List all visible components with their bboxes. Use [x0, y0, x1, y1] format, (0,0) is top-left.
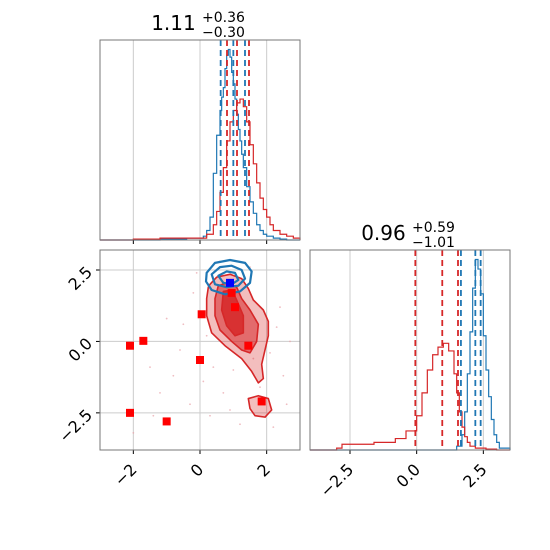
scatter-2d-sample-point-28	[229, 409, 231, 411]
scatter-2d-marker-5	[197, 310, 206, 319]
scatter-2d-marker-9	[257, 397, 266, 406]
hist-param-2-title-value: 0.96	[361, 221, 406, 245]
scatter-2d-sample-point-29	[152, 414, 155, 417]
hist-param-1-series-1	[100, 98, 301, 241]
scatter-2d-panel: −2 0 2 −2.5 0.0 2.5	[55, 249, 301, 490]
scatter-2d-contour-island	[247, 394, 273, 418]
scatter-2d-ytick-label-0: −2.5	[55, 405, 96, 446]
scatter-2d-sample-point-15	[259, 386, 261, 389]
hist-param-1-frame	[99, 39, 301, 241]
scatter-2d-sample-point-5	[189, 403, 191, 406]
scatter-2d-xtick-label-2: 2	[253, 460, 274, 481]
scatter-2d-xtick-label-1: 0	[187, 460, 208, 481]
scatter-2d-marker-6	[231, 303, 239, 312]
hist-param-1-ticks	[132, 240, 268, 244]
scatter-2d-contour-blue-inner	[217, 270, 240, 286]
scatter-2d-marker-10	[226, 278, 234, 287]
scatter-2d-marker-3	[162, 417, 171, 426]
scatter-2d-sample-point-24	[205, 334, 208, 337]
hist-param-1-title: 1.11 +0.36 −0.30	[151, 7, 250, 41]
scatter-2d-sample-point-17	[275, 326, 278, 329]
scatter-2d-sample-point-2	[159, 391, 161, 394]
hist-param-2-frame	[309, 249, 511, 451]
scatter-2d-sample-point-16	[269, 351, 271, 354]
scatter-2d-contour-blue-outer	[204, 258, 253, 296]
scatter-2d-sample-point-6	[192, 291, 195, 294]
scatter-2d-marker-2	[126, 408, 134, 417]
scatter-2d-sample-point-14	[252, 357, 255, 360]
scatter-2d-ytick-label-1: 0.0	[65, 334, 96, 365]
scatter-2d-sample-point-9	[212, 366, 215, 369]
hist-param-1-series-0	[100, 48, 300, 241]
scatter-2d-sample-point-20	[285, 403, 288, 406]
hist-param-1-quantile-lines	[219, 40, 250, 240]
scatter-2d-marker-4	[196, 356, 204, 364]
scatter-2d-sample-point-13	[239, 423, 241, 426]
scatter-2d-marker-1	[139, 336, 148, 345]
hist-param-1-title-value: 1.11	[151, 11, 196, 35]
scatter-2d-sample-point-0	[132, 431, 135, 434]
scatter-2d-sample-point-27	[289, 340, 291, 343]
scatter-2d-sample-point-18	[279, 306, 281, 309]
hist-param-1-title-sub: −0.30	[202, 25, 245, 41]
hist-param-2-title-sub: −1.01	[412, 235, 455, 251]
scatter-2d-contours	[204, 258, 273, 418]
scatter-2d-sample-point-8	[209, 414, 211, 417]
scatter-2d-ytick-label-2: 2.5	[65, 263, 96, 294]
hist-param-2-title: 0.96 +0.59 −1.01	[361, 217, 460, 251]
scatter-2d-grid	[100, 250, 300, 450]
scatter-2d-marker-0	[126, 341, 134, 350]
hist-param-2-series-1	[310, 342, 510, 451]
scatter-2d-xtick-label-0: −2	[111, 460, 141, 490]
scatter-2d-sample-point-23	[195, 271, 198, 274]
scatter-2d-sample-point-26	[165, 317, 168, 320]
scatter-2d-sample-point-19	[282, 374, 285, 377]
scatter-2d-marker-7	[227, 288, 236, 297]
scatter-2d-sample-point-3	[172, 374, 175, 377]
scatter-2d-sample-point-1	[149, 366, 151, 369]
scatter-2d-sample-point-11	[222, 391, 225, 394]
hist-param-2-quantile-lines	[414, 250, 482, 450]
scatter-2d-sample-point-4	[182, 323, 185, 326]
scatter-2d-sample-point-25	[179, 349, 181, 351]
scatter-2d-marker-8	[244, 341, 253, 350]
scatter-2d-sample-point-12	[232, 369, 235, 371]
hist-param-1-title-sup: +0.36	[202, 10, 245, 26]
hist-param-2-series	[310, 258, 511, 451]
hist-param-2-xtick-label-1: 0.0	[393, 460, 424, 491]
hist-param-1-grid	[132, 40, 268, 240]
scatter-2d-sample-point-7	[202, 380, 205, 383]
hist-param-1-series	[100, 48, 301, 241]
hist-param-2-ticks: −2.5 0.0 2.5	[316, 450, 491, 501]
hist-param-2-xtick-label-0: −2.5	[316, 460, 357, 501]
hist-param-1-panel: 1.11 +0.36 −0.30	[99, 7, 301, 244]
scatter-2d-contour-blue-mid	[210, 264, 247, 289]
scatter-2d-content	[126, 258, 291, 434]
scatter-2d-markers	[126, 278, 266, 426]
scatter-2d-frame	[99, 249, 301, 451]
scatter-2d-sample-point-21	[272, 426, 275, 429]
hist-param-2-panel: −2.5 0.0 2.5 0.96 +0.59 −1.01	[309, 217, 511, 501]
hist-param-2-title-sup: +0.59	[412, 220, 455, 236]
hist-param-2-xtick-label-2: 2.5	[459, 460, 490, 491]
